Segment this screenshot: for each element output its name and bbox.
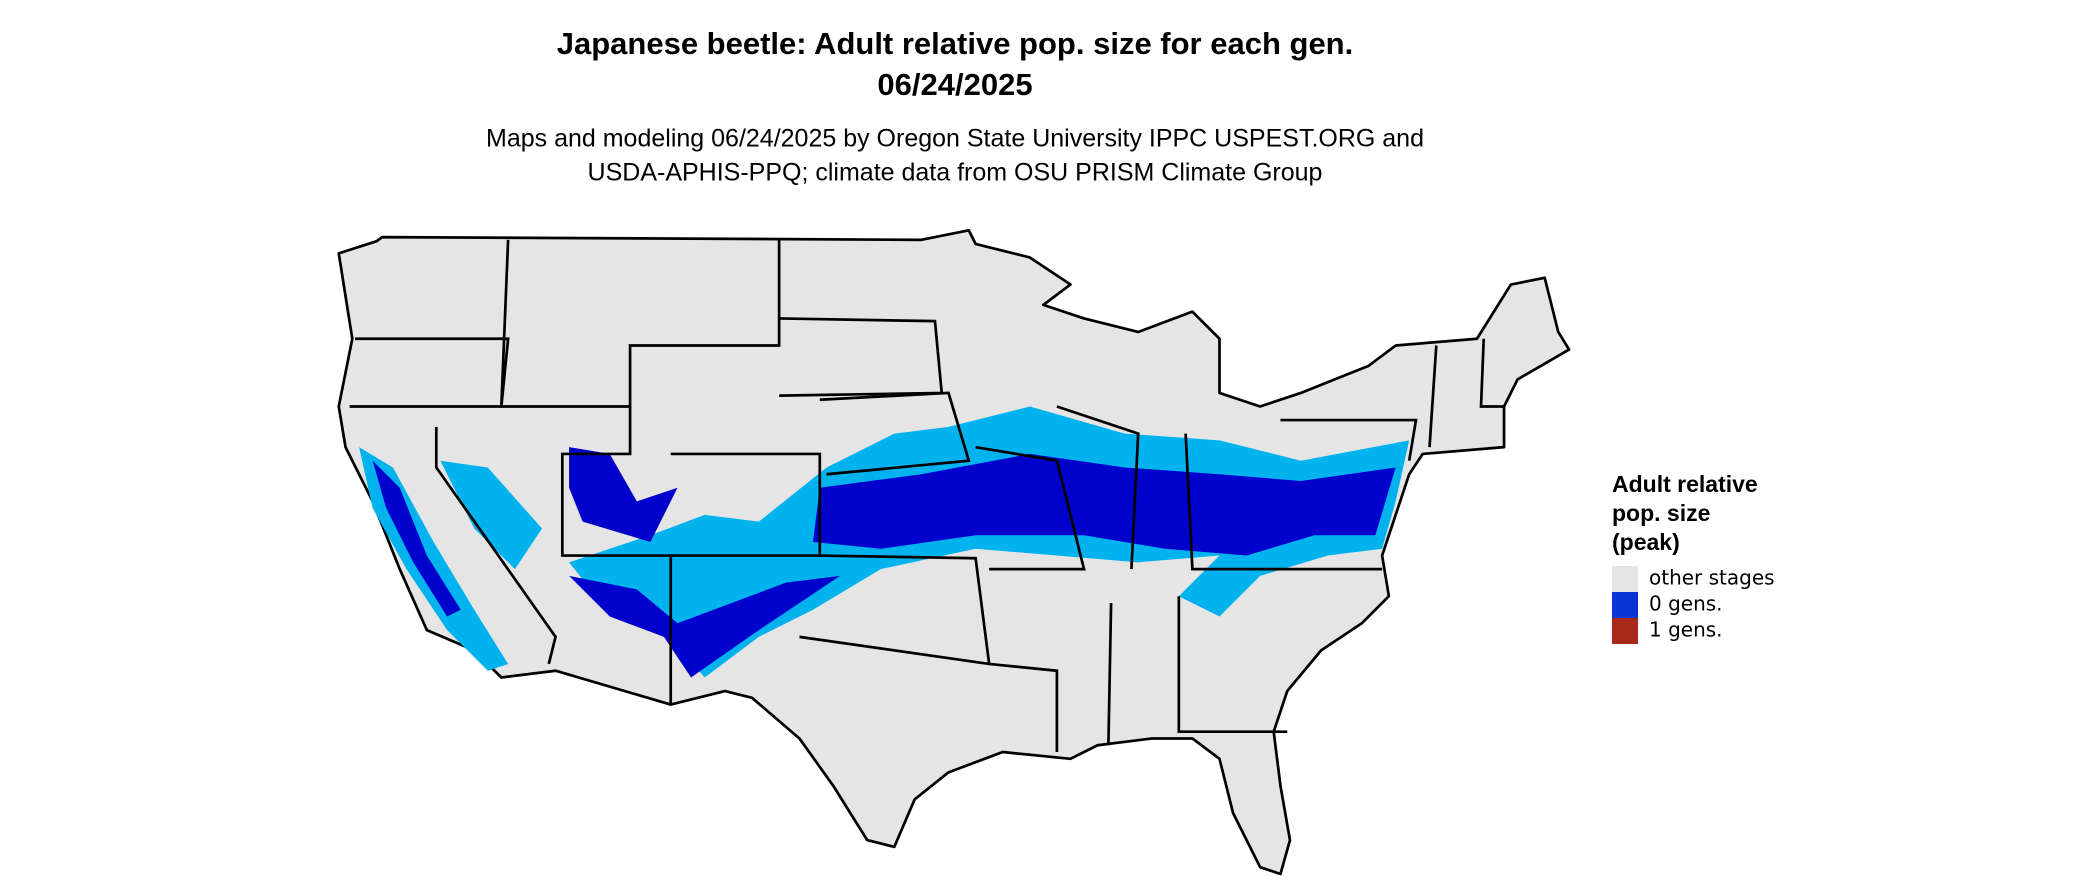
- title: Japanese beetle: Adult relative pop. siz…: [557, 26, 1353, 61]
- legend-swatch: [1612, 618, 1638, 644]
- populated-area: [359, 406, 1410, 678]
- legend-label: 0 gens.: [1649, 592, 1723, 616]
- legend-swatch: [1612, 566, 1638, 592]
- legend-title: (peak): [1612, 529, 1680, 555]
- date: 06/24/2025: [877, 67, 1032, 102]
- legend-swatch: [1612, 592, 1638, 618]
- state-borders: [349, 239, 1505, 753]
- subtitle: Maps and modeling 06/24/2025 by Oregon S…: [486, 125, 1424, 153]
- map: [337, 228, 1571, 876]
- legend-label: 1 gens.: [1649, 618, 1723, 642]
- legend-label: other stages: [1649, 566, 1775, 590]
- legend: Adult relative pop. size (peak) other st…: [1612, 471, 1775, 644]
- subtitle: USDA-APHIS-PPQ; climate data from OSU PR…: [588, 159, 1323, 187]
- legend-title: pop. size: [1612, 500, 1710, 526]
- legend-title: Adult relative: [1612, 471, 1758, 497]
